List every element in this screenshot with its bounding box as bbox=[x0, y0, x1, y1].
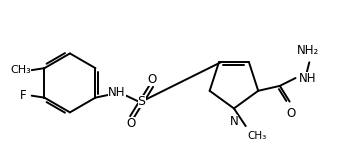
Text: S: S bbox=[138, 95, 146, 108]
Text: NH: NH bbox=[298, 71, 316, 84]
Text: O: O bbox=[148, 73, 157, 86]
Text: NH: NH bbox=[108, 86, 126, 99]
Text: O: O bbox=[126, 117, 135, 130]
Text: N: N bbox=[230, 115, 238, 128]
Text: CH₃: CH₃ bbox=[248, 131, 267, 141]
Text: NH₂: NH₂ bbox=[297, 44, 319, 57]
Text: O: O bbox=[286, 107, 295, 120]
Text: CH₃: CH₃ bbox=[10, 65, 31, 75]
Text: F: F bbox=[20, 89, 27, 102]
